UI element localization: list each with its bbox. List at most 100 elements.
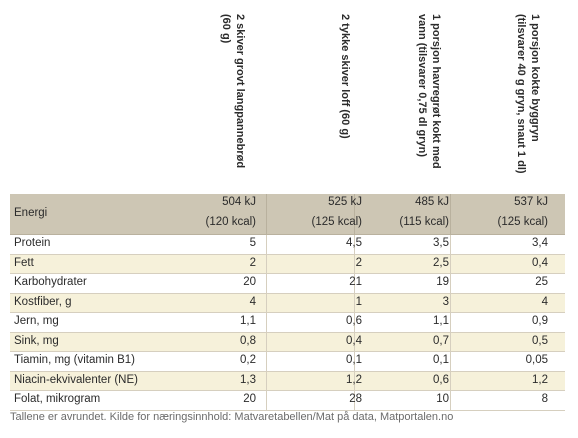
energy-kj: 537 kJ — [514, 196, 548, 208]
energy-kcal: (125 kcal) — [311, 216, 363, 228]
row-value: 3,4 — [532, 237, 548, 249]
row-label: Karbohydrater — [14, 276, 87, 288]
column-divider — [354, 332, 355, 351]
column-header-4-line2: (tilsvarer 40 g gryn, snaut 1 dl) — [515, 14, 527, 174]
column-divider — [266, 391, 267, 410]
row-value: 1,3 — [240, 373, 256, 386]
row-value: 20 — [243, 276, 256, 288]
row-value: 0,7 — [433, 334, 449, 347]
table-row: Kostfiber, g 4 1 3 4 — [10, 293, 565, 313]
column-divider — [354, 254, 355, 273]
row-label: Sink, mg — [14, 334, 59, 347]
table-row: Niacin-ekvivalenter (NE) 1,3 1,2 0,6 1,2 — [10, 371, 565, 391]
row-value: 1 — [355, 295, 362, 308]
column-divider — [450, 235, 451, 254]
row-value: 25 — [535, 276, 548, 288]
row-value: 2 — [355, 256, 362, 269]
column-header-1: 2 skiver grovt langpannebrød (60 g) — [219, 14, 247, 168]
column-divider — [354, 391, 355, 410]
energy-row: Energi 504 kJ (120 kcal) 525 kJ (125 kcal)… — [10, 194, 565, 235]
energy-kj: 504 kJ — [222, 196, 256, 208]
row-label: Folat, mikrogram — [14, 393, 101, 405]
column-header-1-line2: (60 g) — [220, 14, 232, 44]
column-divider — [354, 194, 355, 234]
row-value: 0,1 — [433, 354, 449, 366]
energy-kj: 485 kJ — [415, 196, 449, 208]
energy-cell: 525 kJ (125 kcal) — [272, 196, 363, 228]
row-value: 0,1 — [346, 354, 362, 366]
column-header-3: 1 porsjon havregrøt kokt med vann (tilsv… — [415, 14, 443, 169]
column-divider — [450, 313, 451, 332]
column-divider — [450, 194, 451, 234]
column-divider — [450, 371, 451, 390]
row-value: 4,5 — [346, 237, 362, 249]
column-header-1-line1: 2 skiver grovt langpannebrød — [234, 14, 246, 169]
table-row: Fett 2 2 2,5 0,4 — [10, 254, 565, 274]
column-divider — [450, 352, 451, 371]
energy-cell: 504 kJ (120 kcal) — [166, 196, 257, 228]
column-divider — [266, 235, 267, 254]
row-label: Tiamin, mg (vitamin B1) — [14, 354, 135, 366]
column-divider — [450, 274, 451, 293]
column-header-4: 1 porsjon kokte byggryn (tilsvarer 40 g … — [514, 14, 542, 174]
row-value: 21 — [349, 276, 362, 288]
column-divider — [266, 274, 267, 293]
column-header-2: 2 tykke skiver loff (60 g) — [338, 14, 352, 139]
row-label: Niacin-ekvivalenter (NE) — [14, 373, 138, 386]
energy-kj: 525 kJ — [328, 196, 362, 208]
column-divider — [266, 352, 267, 371]
row-value: 4 — [541, 295, 548, 308]
row-value: 19 — [436, 276, 449, 288]
column-divider — [266, 332, 267, 351]
column-header-3-line1: 1 porsjon havregrøt kokt med — [430, 14, 442, 169]
column-divider — [354, 274, 355, 293]
row-value: 0,8 — [240, 334, 256, 347]
table-row: Tiamin, mg (vitamin B1) 0,2 0,1 0,1 0,05 — [10, 352, 565, 372]
row-value: 0,4 — [532, 256, 548, 269]
energy-label: Energi — [14, 207, 48, 219]
row-value: 4 — [249, 295, 256, 308]
column-divider — [266, 313, 267, 332]
column-divider — [450, 293, 451, 312]
row-value: 28 — [349, 393, 362, 405]
energy-kcal: (115 kcal) — [399, 216, 449, 228]
column-divider — [450, 391, 451, 410]
row-value: 0,5 — [532, 334, 548, 347]
row-value: 2,5 — [433, 256, 449, 269]
table-row: Karbohydrater 20 21 19 25 — [10, 274, 565, 294]
table-row: Jern, mg 1,1 0,6 1,1 0,9 — [10, 313, 565, 333]
row-label: Jern, mg — [14, 315, 59, 327]
column-divider — [266, 293, 267, 312]
row-value: 3,5 — [433, 237, 449, 249]
row-label: Fett — [14, 256, 34, 269]
row-value: 0,4 — [346, 334, 362, 347]
row-value: 5 — [249, 237, 256, 249]
column-header-2-line1: 2 tykke skiver loff (60 g) — [339, 14, 351, 139]
row-value: 1,2 — [346, 373, 362, 386]
row-value: 1,1 — [240, 315, 256, 327]
column-divider — [354, 371, 355, 390]
nutrition-table: Energi 504 kJ (120 kcal) 525 kJ (125 kcal)… — [10, 194, 565, 411]
column-divider — [354, 352, 355, 371]
column-divider — [450, 332, 451, 351]
row-value: 8 — [541, 393, 548, 405]
energy-kcal: (125 kcal) — [497, 216, 549, 228]
row-value: 0,2 — [240, 354, 256, 366]
energy-cell: 485 kJ (115 kcal) — [359, 196, 449, 228]
column-header-3-line2: vann (tilsvarer 0,75 dl gryn) — [416, 14, 428, 158]
column-divider — [266, 371, 267, 390]
row-value: 3 — [442, 295, 449, 308]
row-value: 2 — [249, 256, 256, 269]
table-row: Folat, mikrogram 20 28 10 8 — [10, 391, 565, 411]
table-row: Protein 5 4,5 3,5 3,4 — [10, 235, 565, 255]
row-value: 1,2 — [532, 373, 548, 386]
row-value: 0,6 — [433, 373, 449, 386]
column-divider — [354, 293, 355, 312]
column-divider — [354, 313, 355, 332]
energy-kcal: (120 kcal) — [205, 216, 257, 228]
row-value: 1,1 — [433, 315, 449, 327]
column-divider — [266, 194, 267, 234]
column-divider — [354, 235, 355, 254]
row-label: Protein — [14, 237, 51, 249]
row-value: 0,05 — [525, 354, 548, 366]
